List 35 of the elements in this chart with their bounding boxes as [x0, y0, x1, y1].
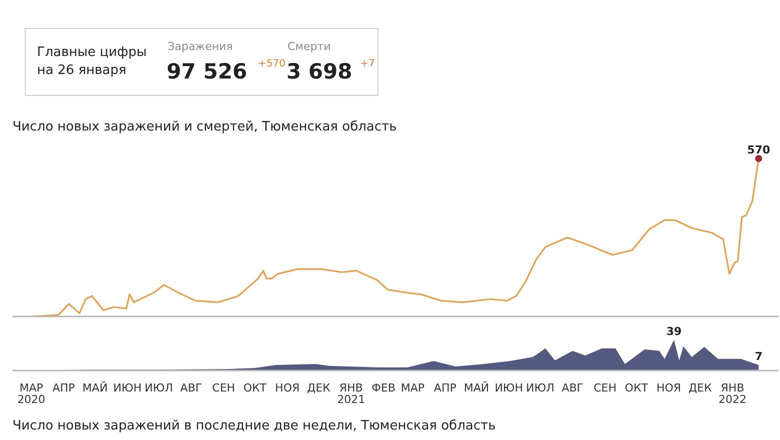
x-tick-label: ИЮН — [494, 382, 524, 394]
x-tick-label: МАЙ — [464, 380, 490, 394]
x-tick-label: СЕН — [594, 382, 616, 394]
chart-title: Число новых заражений и смертей, Тюменская область — [12, 120, 397, 134]
x-tick-label: ИЮЛ — [144, 382, 174, 394]
text: 3 698 — [286, 60, 352, 84]
x-tick-label: МАЙ — [82, 380, 108, 394]
annotation: 39 — [666, 324, 682, 338]
x-tick-label: НОЯ — [656, 382, 682, 394]
text: 97 526 — [166, 60, 248, 84]
x-tick-label: ЯНВ 2021 — [337, 382, 366, 406]
x-tick-label: АПР — [434, 382, 457, 394]
text: Заражения — [168, 40, 233, 53]
x-tick-label: СЕН — [212, 382, 236, 394]
text: Главные цифры на 26 января — [37, 45, 147, 78]
x-tick-label: ОКТ — [624, 382, 648, 394]
x-tick-label: МАР 2020 — [17, 382, 46, 406]
text: +7 — [360, 58, 375, 70]
text: +570 — [258, 58, 286, 70]
x-tick-label: АВГ — [562, 382, 584, 394]
x-tick-label: ДЕК — [688, 382, 712, 394]
annotation: 570 — [747, 143, 770, 156]
x-tick-label: ИЮЛ — [526, 382, 554, 394]
x-tick-label: ИЮН — [113, 382, 142, 394]
x-tick-label: НОЯ — [275, 382, 300, 394]
x-tick-label: МАР — [400, 382, 425, 394]
text: Число новых заражений в последние две недели, Тюменская область — [12, 418, 496, 434]
x-tick-label: ФЕВ — [372, 382, 396, 394]
annotation: 7 — [754, 350, 762, 363]
x-tick-label: ОКТ — [243, 382, 267, 394]
x-tick-label: ЯНВ 2022 — [718, 382, 747, 406]
x-tick-label: ДЕК — [307, 382, 331, 394]
x-tick-label: АПР — [52, 382, 76, 394]
text: Смерти — [287, 40, 331, 53]
x-tick-label: АВГ — [180, 382, 202, 394]
